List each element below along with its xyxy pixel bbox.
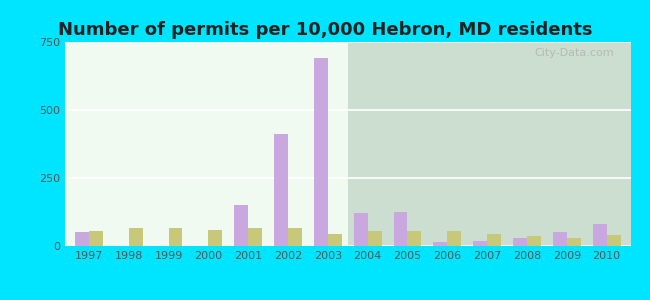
Bar <box>168 228 183 246</box>
Bar <box>447 231 462 246</box>
Bar <box>288 228 302 246</box>
Bar <box>553 232 567 246</box>
Bar <box>513 238 527 246</box>
Text: Number of permits per 10,000 Hebron, MD residents: Number of permits per 10,000 Hebron, MD … <box>58 21 592 39</box>
Bar <box>274 134 288 246</box>
Bar <box>393 212 408 246</box>
Bar <box>593 224 606 246</box>
Bar <box>89 231 103 246</box>
Bar <box>527 236 541 246</box>
Bar <box>75 232 89 246</box>
Bar <box>434 242 447 246</box>
Bar <box>473 241 487 246</box>
Bar <box>408 231 421 246</box>
Bar <box>248 228 262 246</box>
Bar <box>368 231 382 246</box>
Bar <box>129 228 142 246</box>
Bar <box>234 205 248 246</box>
Bar <box>209 230 222 246</box>
Bar <box>567 238 580 246</box>
Bar <box>606 235 621 246</box>
Bar <box>328 234 342 246</box>
Bar <box>354 213 368 246</box>
Bar <box>487 234 501 246</box>
Text: City-Data.com: City-Data.com <box>534 48 614 58</box>
Bar <box>314 58 328 246</box>
